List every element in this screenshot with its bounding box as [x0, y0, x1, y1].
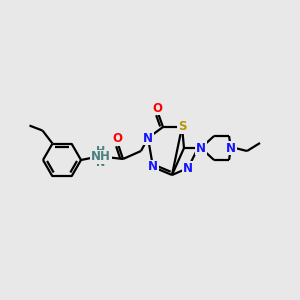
Text: H
N: H N: [96, 146, 106, 168]
Text: O: O: [112, 133, 122, 146]
Text: N: N: [143, 131, 153, 145]
Text: N: N: [226, 142, 236, 154]
Text: S: S: [178, 121, 186, 134]
Text: O: O: [152, 101, 162, 115]
Text: NH: NH: [91, 151, 111, 164]
Text: N: N: [148, 160, 158, 173]
Text: N: N: [183, 161, 193, 175]
Text: N: N: [196, 142, 206, 154]
